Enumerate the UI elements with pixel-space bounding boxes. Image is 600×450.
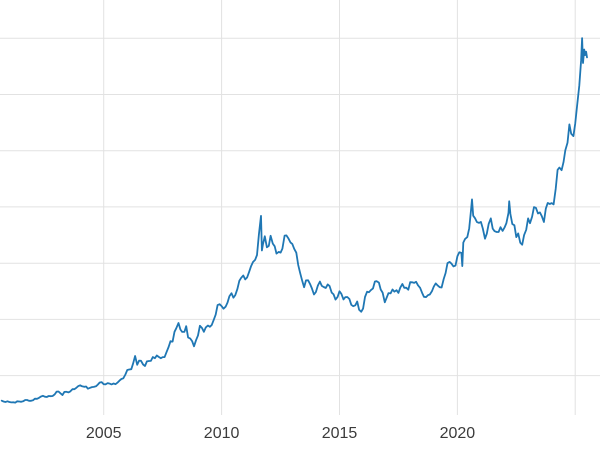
price-line	[0, 37, 588, 404]
x-tick-label: 2015	[322, 425, 358, 442]
x-tick-label: 2020	[440, 425, 476, 442]
x-tick-label: 2005	[86, 425, 122, 442]
x-tick-label: 2010	[204, 425, 240, 442]
